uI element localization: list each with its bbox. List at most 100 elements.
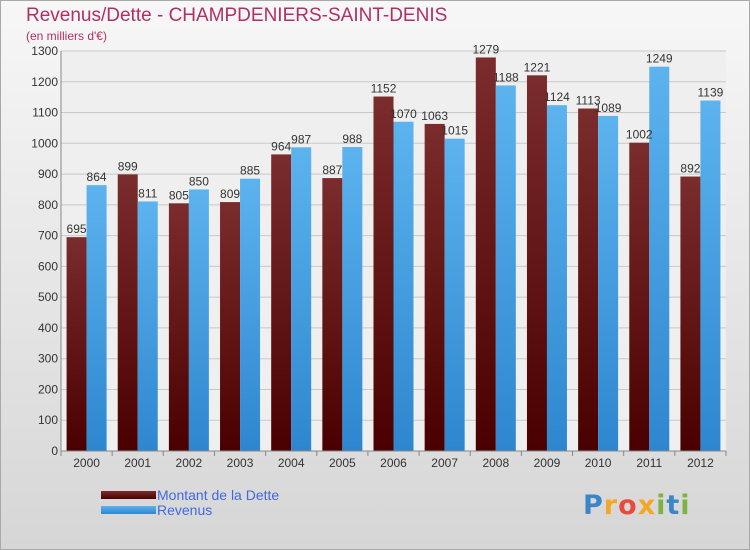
legend-label-debt: Montant de la Dette <box>157 486 280 503</box>
x-tick-label-2012: 2012 <box>687 456 714 470</box>
y-tick-label: 1200 <box>31 75 58 89</box>
logo-letter: P <box>583 490 604 521</box>
y-tick-label: 600 <box>38 259 58 273</box>
bar-revenue-2005 <box>342 147 363 451</box>
data-label-debt-2001: 899 <box>118 159 138 173</box>
data-label-revenue-2009: 1124 <box>544 90 570 104</box>
data-label-revenue-2011: 1249 <box>646 52 673 66</box>
y-tick-label: 200 <box>38 382 58 396</box>
y-tick-label: 1300 <box>31 44 58 58</box>
logo-letter: i <box>680 490 691 521</box>
y-tick-label: 300 <box>38 352 58 366</box>
logo-letter: x <box>637 490 657 521</box>
legend-item-debt: Montant de la Dette <box>101 486 280 503</box>
y-tick-label: 100 <box>38 413 58 427</box>
bar-debt-2006 <box>373 96 394 452</box>
data-label-debt-2003: 809 <box>220 187 240 201</box>
y-tick-label: 700 <box>38 229 58 243</box>
data-label-revenue-2012: 1139 <box>698 86 724 100</box>
x-tick-label-2009: 2009 <box>534 456 561 470</box>
chart-title: Revenus/Dette - CHAMPDENIERS-SAINT-DENIS <box>26 5 448 26</box>
data-label-debt-2005: 887 <box>322 163 342 177</box>
bar-revenue-2006 <box>393 121 414 452</box>
data-label-debt-2006: 1152 <box>371 82 397 96</box>
chart-subtitle: (en milliers d'€) <box>26 29 107 43</box>
bar-debt-2012 <box>680 176 701 452</box>
bar-debt-2007 <box>424 123 445 451</box>
y-tick-label: 800 <box>38 198 58 212</box>
y-tick-label: 900 <box>38 167 58 181</box>
data-label-revenue-2008: 1188 <box>493 70 519 84</box>
data-label-revenue-2005: 988 <box>342 132 362 146</box>
y-tick-label: 400 <box>38 321 58 335</box>
legend-swatch-revenue <box>101 505 156 514</box>
bar-revenue-2012 <box>700 100 721 452</box>
x-tick-label-2003: 2003 <box>227 456 254 470</box>
logo-letter: r <box>603 490 619 521</box>
logo-letter: i <box>656 490 667 521</box>
x-tick-label-2000: 2000 <box>73 456 100 470</box>
bar-debt-2003 <box>220 202 241 451</box>
y-tick-label: 500 <box>38 290 58 304</box>
y-tick-label: 1000 <box>31 136 58 150</box>
data-label-revenue-2006: 1070 <box>390 107 417 121</box>
x-tick-label-2005: 2005 <box>329 456 356 470</box>
legend-label-revenue: Revenus <box>157 501 213 518</box>
bar-revenue-2009 <box>546 105 567 452</box>
data-label-debt-2008: 1279 <box>472 42 499 56</box>
x-tick-label-2007: 2007 <box>431 456 458 470</box>
logo-letter: o <box>618 490 638 521</box>
bar-debt-2002 <box>168 203 189 451</box>
legend-swatch-debt <box>101 490 156 499</box>
y-tick-label: 1100 <box>32 106 58 120</box>
y-axis: 0 100 200 300 400 500 600 700 800 900 1000 1100 1200… <box>31 44 62 458</box>
bar-debt-2004 <box>271 154 292 451</box>
x-tick-label-2004: 2004 <box>278 456 305 470</box>
bar-revenue-2010 <box>598 115 619 451</box>
data-label-debt-2009: 1221 <box>524 60 551 74</box>
data-label-debt-2011: 1002 <box>626 128 653 142</box>
bar-revenue-2007 <box>444 138 465 451</box>
bar-debt-2011 <box>629 142 650 451</box>
bar-debt-2000 <box>66 237 87 451</box>
data-label-revenue-2001: 811 <box>138 186 157 200</box>
bar-revenue-2004 <box>291 147 312 452</box>
legend: Montant de la Dette Revenus <box>101 486 280 518</box>
data-label-debt-2002: 805 <box>169 188 189 202</box>
y-tick-label: 0 <box>51 444 58 458</box>
bars <box>66 57 721 452</box>
data-label-debt-2010: 1113 <box>576 94 601 108</box>
x-tick-label-2010: 2010 <box>585 456 612 470</box>
data-label-revenue-2010: 1089 <box>595 101 622 115</box>
proxiti-logo: Proxiti <box>583 490 691 521</box>
data-label-revenue-2007: 1015 <box>441 124 468 138</box>
data-label-debt-2012: 892 <box>680 162 700 176</box>
bar-revenue-2001 <box>137 201 158 451</box>
x-tick-label-2011: 2011 <box>636 456 662 470</box>
data-label-revenue-2004: 987 <box>291 132 311 146</box>
bar-debt-2005 <box>322 178 343 452</box>
data-label-debt-2000: 695 <box>67 222 87 236</box>
data-label-revenue-2003: 885 <box>240 164 260 178</box>
x-tick-label-2006: 2006 <box>380 456 407 470</box>
bar-debt-2008 <box>475 57 496 451</box>
data-label-revenue-2002: 850 <box>189 174 209 188</box>
bar-revenue-2003 <box>240 178 261 451</box>
data-label-debt-2007: 1063 <box>421 109 448 123</box>
bar-revenue-2002 <box>188 189 209 451</box>
data-label-debt-2004: 964 <box>271 139 291 153</box>
bar-revenue-2000 <box>86 185 107 451</box>
data-label-revenue-2000: 864 <box>87 170 107 184</box>
bar-debt-2010 <box>578 108 599 452</box>
logo-letter: t <box>666 490 681 521</box>
bar-revenue-2011 <box>649 66 670 451</box>
bar-debt-2001 <box>117 174 138 451</box>
x-tick-label-2001: 2001 <box>124 456 151 470</box>
x-axis: 2000 2001 2002 2003 2004 2005 2006 2007 2008 2009… <box>60 450 727 470</box>
legend-item-revenue: Revenus <box>101 501 279 518</box>
bar-debt-2009 <box>526 75 547 452</box>
bar-revenue-2008 <box>495 85 516 451</box>
